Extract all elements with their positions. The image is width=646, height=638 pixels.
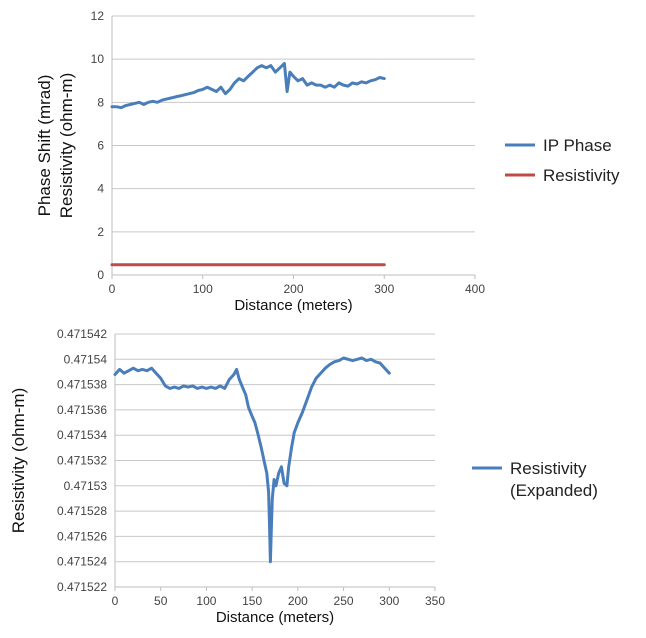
x-tick-label: 0 xyxy=(109,282,116,296)
y-tick-label: 8 xyxy=(97,95,104,109)
y-tick-label: 0.471538 xyxy=(57,378,107,392)
x-tick-label: 150 xyxy=(242,594,262,608)
legend-label-line: (Expanded) xyxy=(510,481,598,500)
x-tick-label: 100 xyxy=(193,282,213,296)
y-tick-label: 0.471528 xyxy=(57,504,107,518)
series-line-ip-phase xyxy=(110,62,386,110)
y-tick-label: 0.471542 xyxy=(57,327,107,341)
y-tick-label: 0.471532 xyxy=(57,454,107,468)
x-tick-label: 300 xyxy=(379,594,399,608)
y-tick-label: 0.47153 xyxy=(64,479,108,493)
x-tick-label: 300 xyxy=(374,282,394,296)
y-tick-label: 0.471526 xyxy=(57,529,107,543)
y-tick-label: 2 xyxy=(97,225,104,239)
y-tick-label: 0 xyxy=(97,268,104,282)
legend-label: IP Phase xyxy=(543,136,612,155)
top-chart: 0 2 4 6 8 10 12 0 100 200 300 400 Distance (meters) P… xyxy=(35,9,620,314)
x-tick-label: 350 xyxy=(425,594,445,608)
x-tick-label: 100 xyxy=(196,594,216,608)
y-tick-label: 0.471536 xyxy=(57,403,107,417)
y-tick-label: 6 xyxy=(97,139,104,153)
bottom-chart: 0.471522 0.471524 0.471526 0.471528 0.47153 0… xyxy=(9,327,598,626)
y-tick-label: 0.471522 xyxy=(57,580,107,594)
x-tick-label: 200 xyxy=(288,594,308,608)
x-tick-label: 50 xyxy=(154,594,168,608)
x-axis-title: Distance (meters) xyxy=(234,297,352,314)
y-tick-label: 12 xyxy=(91,9,105,23)
legend-label: Resistivity xyxy=(543,166,620,185)
x-tick-label: 400 xyxy=(465,282,485,296)
y-axis-title-line: Phase Shift (mrad) xyxy=(35,75,54,217)
y-axis-title: Resistivity (ohm-m) xyxy=(9,388,28,533)
y-axis-title-line: Resistivity (ohm-m) xyxy=(57,73,76,218)
y-tick-label: 4 xyxy=(97,182,104,196)
x-tick-label: 200 xyxy=(283,282,303,296)
y-tick-label: 10 xyxy=(91,52,105,66)
y-tick-label: 0.47154 xyxy=(64,352,108,366)
series-line-resistivity-expanded xyxy=(113,356,391,564)
x-tick-label: 0 xyxy=(112,594,119,608)
y-tick-label: 0.471534 xyxy=(57,428,107,442)
x-axis-title: Distance (meters) xyxy=(216,609,334,626)
x-tick-label: 250 xyxy=(334,594,354,608)
y-tick-label: 0.471524 xyxy=(57,555,107,569)
legend-label-line: Resistivity xyxy=(510,459,587,478)
